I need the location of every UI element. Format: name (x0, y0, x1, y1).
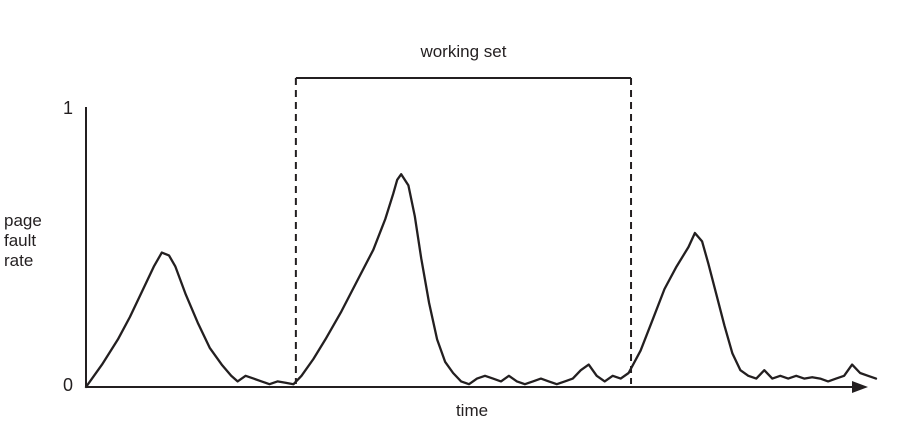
y-axis-label: page fault rate (4, 211, 42, 271)
y-tick-label-1: 1 (63, 98, 73, 118)
y-tick-label-0: 0 (63, 375, 73, 395)
y-axis-label-line-2: fault (4, 231, 37, 250)
y-axis-label-line-3: rate (4, 251, 34, 270)
page-fault-rate-line (84, 173, 878, 389)
working-set-label: working set (419, 42, 506, 61)
y-axis-label-line-1: page (4, 211, 42, 230)
x-axis-arrowhead (852, 381, 868, 393)
x-axis-label: time (456, 401, 488, 420)
